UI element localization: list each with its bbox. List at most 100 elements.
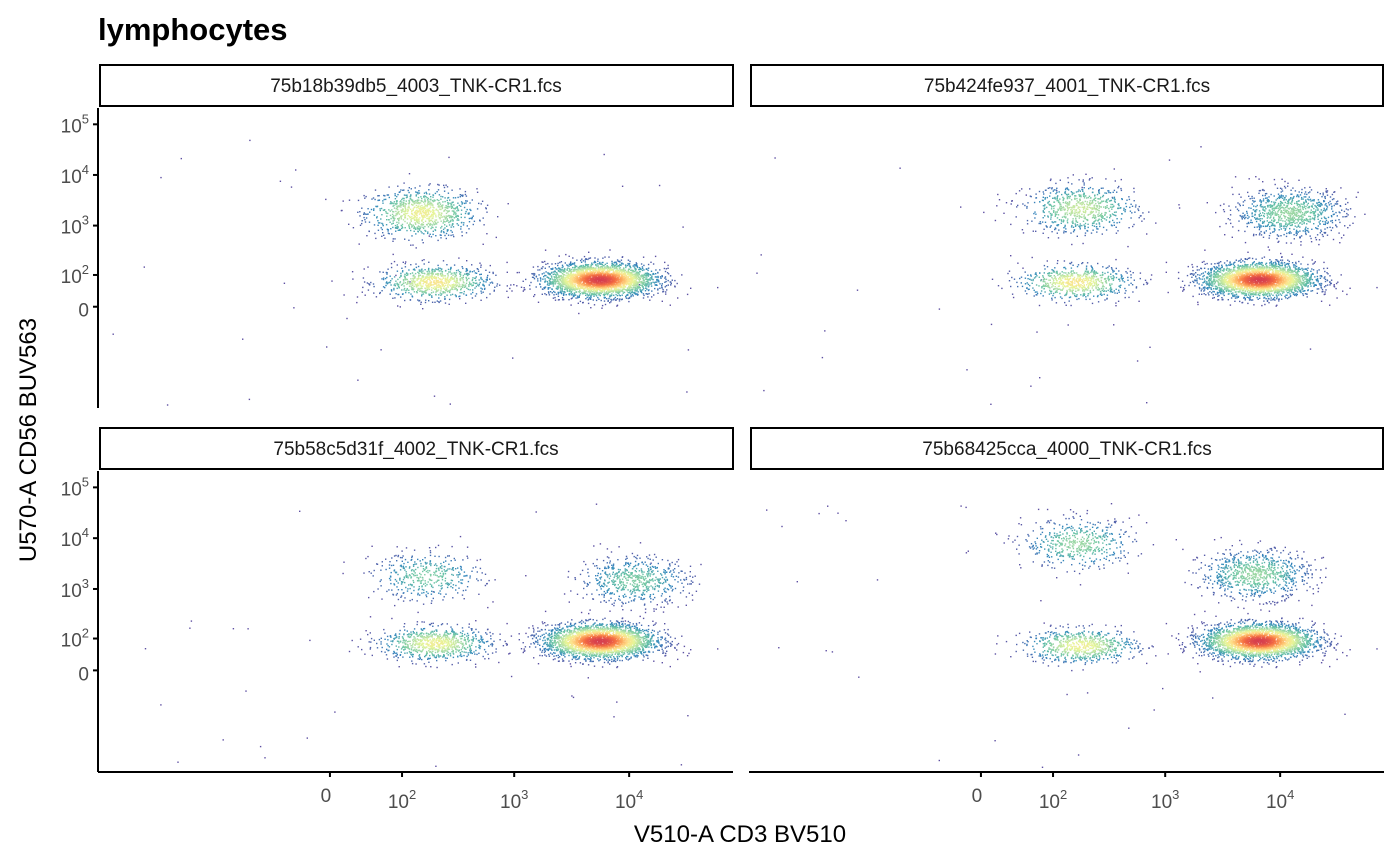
event-point xyxy=(587,295,590,297)
event-point xyxy=(634,292,637,294)
event-point xyxy=(638,284,641,286)
event-point xyxy=(426,217,428,220)
event-point xyxy=(379,291,381,294)
event-point xyxy=(611,263,613,265)
event-point xyxy=(411,203,413,206)
event-point xyxy=(1035,230,1037,232)
event-point xyxy=(661,284,663,287)
event-point xyxy=(389,275,391,277)
event-point xyxy=(674,285,676,287)
event-point xyxy=(584,259,586,261)
event-point xyxy=(427,201,430,203)
event-point xyxy=(620,268,622,271)
event-point xyxy=(591,290,594,293)
event-point xyxy=(590,267,592,269)
event-point xyxy=(406,194,408,196)
event-point xyxy=(382,271,384,273)
event-point xyxy=(1145,281,1148,284)
event-point xyxy=(640,280,643,283)
event-point xyxy=(545,294,548,296)
event-point xyxy=(1347,227,1349,229)
event-point xyxy=(551,283,553,285)
event-point xyxy=(426,289,429,291)
event-point xyxy=(568,270,570,272)
event-point xyxy=(575,265,578,267)
event-point xyxy=(425,230,427,232)
event-point xyxy=(1057,237,1060,239)
event-point xyxy=(1349,224,1351,227)
event-point xyxy=(642,288,645,290)
event-point xyxy=(635,274,637,276)
event-point xyxy=(480,287,482,289)
event-point xyxy=(427,200,429,202)
event-point xyxy=(423,291,425,293)
event-point xyxy=(604,263,607,266)
event-point xyxy=(573,267,576,269)
event-point xyxy=(639,270,641,273)
event-point xyxy=(401,267,403,269)
event-point xyxy=(476,282,478,284)
event-point xyxy=(380,207,383,210)
event-point xyxy=(1167,291,1169,294)
event-point xyxy=(1085,173,1087,175)
event-point xyxy=(436,289,438,291)
event-point xyxy=(442,196,444,198)
event-point xyxy=(423,259,425,261)
event-point xyxy=(548,294,551,296)
event-point xyxy=(567,286,569,288)
event-point xyxy=(426,205,428,208)
event-point xyxy=(432,196,434,198)
event-point xyxy=(367,289,370,291)
event-point xyxy=(389,210,391,212)
event-point xyxy=(596,263,599,265)
event-point xyxy=(421,239,423,241)
event-point xyxy=(552,279,554,281)
event-point xyxy=(465,276,467,279)
event-point xyxy=(592,299,594,301)
event-point xyxy=(578,268,580,270)
event-point xyxy=(1284,180,1286,183)
event-point xyxy=(441,272,443,274)
event-point xyxy=(385,198,387,201)
event-point xyxy=(574,270,576,272)
event-point xyxy=(415,223,417,225)
event-point xyxy=(418,275,420,277)
event-point xyxy=(408,269,410,271)
event-point xyxy=(446,229,449,231)
event-point xyxy=(608,256,610,258)
event-point xyxy=(439,300,442,302)
event-point xyxy=(346,317,348,320)
event-point xyxy=(408,203,410,205)
event-point xyxy=(403,287,406,290)
event-point xyxy=(447,268,450,271)
event-point xyxy=(566,268,568,271)
event-point xyxy=(657,280,659,282)
event-point xyxy=(579,269,582,271)
event-point xyxy=(554,271,556,273)
event-point xyxy=(400,224,402,227)
event-point xyxy=(476,208,479,210)
event-point xyxy=(602,265,604,267)
event-point xyxy=(374,232,376,235)
event-point xyxy=(408,224,410,226)
event-point xyxy=(399,281,402,283)
event-point xyxy=(426,193,428,195)
event-point xyxy=(435,235,437,237)
event-point xyxy=(821,356,824,359)
event-point xyxy=(641,274,643,277)
event-point xyxy=(402,197,404,200)
event-point xyxy=(418,226,420,228)
event-point xyxy=(451,284,453,286)
event-point xyxy=(659,269,661,271)
event-point xyxy=(652,281,654,283)
event-point xyxy=(622,292,624,294)
event-point xyxy=(553,282,555,284)
event-point xyxy=(290,186,293,188)
event-point xyxy=(406,229,408,232)
event-point xyxy=(419,208,421,210)
event-point xyxy=(537,280,539,282)
event-point xyxy=(422,276,424,278)
event-point xyxy=(400,284,403,286)
event-point xyxy=(403,199,405,202)
event-point xyxy=(480,273,482,275)
